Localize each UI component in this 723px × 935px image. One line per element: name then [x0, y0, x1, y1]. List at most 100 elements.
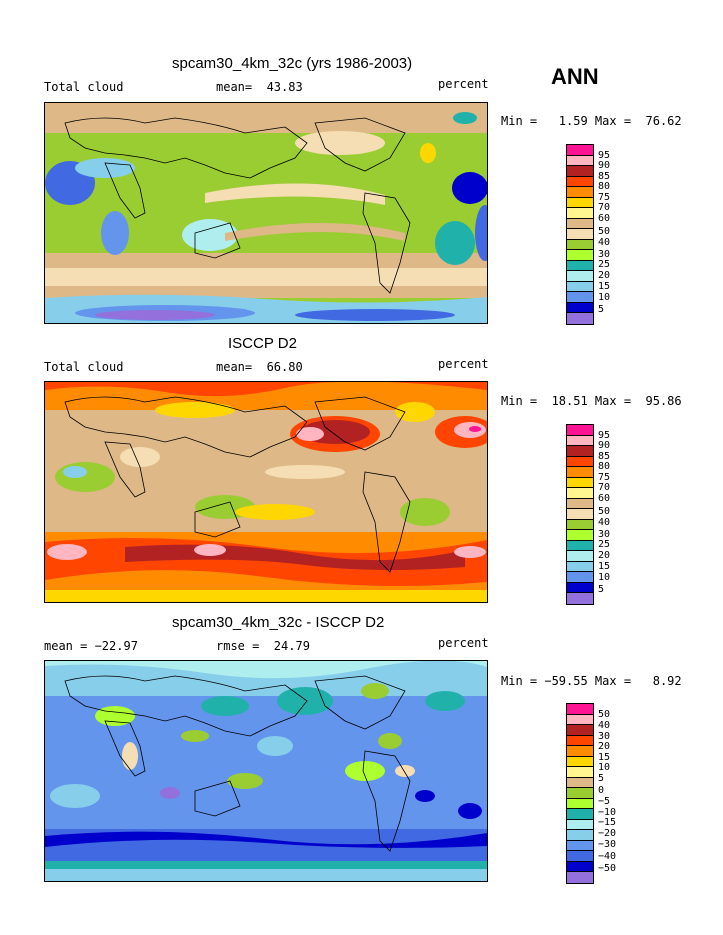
colorbar-label: 85	[598, 451, 611, 462]
colorbar-label: 50	[598, 709, 611, 720]
colorbar-swatch	[567, 166, 593, 177]
colorbar-swatch	[567, 292, 593, 303]
panel2-colorbar	[566, 424, 594, 605]
colorbar-swatch	[567, 302, 593, 313]
colorbar-label: 0	[598, 785, 605, 796]
panel3-rmse-label: rmse = 24.79	[216, 639, 310, 653]
colorbar-swatch	[567, 551, 593, 562]
panel1-map	[44, 102, 488, 324]
colorbar-swatch	[567, 756, 593, 767]
colorbar-swatch	[567, 777, 593, 788]
colorbar-swatch	[567, 861, 593, 872]
colorbar-label: −30	[598, 839, 617, 850]
colorbar-label: 40	[598, 720, 611, 731]
colorbar-label: 5	[598, 304, 605, 315]
colorbar-swatch	[567, 281, 593, 292]
colorbar-label: 90	[598, 160, 611, 171]
colorbar-label: 10	[598, 762, 611, 773]
colorbar-swatch	[567, 197, 593, 208]
colorbar-swatch	[567, 746, 593, 757]
colorbar-label: 25	[598, 539, 611, 550]
panel2-variable-label: Total cloud	[44, 360, 124, 374]
panel3-minmax: Min = −59.55 Max = 8.92	[501, 674, 682, 688]
colorbar-swatch	[567, 271, 593, 282]
colorbar-swatch	[567, 714, 593, 725]
colorbar-swatch	[567, 477, 593, 488]
panel1-colorbar	[566, 144, 594, 325]
colorbar-label: 20	[598, 270, 611, 281]
colorbar-label: 60	[598, 213, 611, 224]
colorbar-swatch	[567, 830, 593, 841]
colorbar-label: 30	[598, 731, 611, 742]
colorbar-label: 90	[598, 440, 611, 451]
colorbar-label: 60	[598, 493, 611, 504]
colorbar-label: −10	[598, 807, 617, 818]
panel2-mean-label: mean= 66.80	[216, 360, 303, 374]
colorbar-swatch	[567, 561, 593, 572]
colorbar-label: 15	[598, 561, 611, 572]
colorbar-label: 95	[598, 430, 611, 441]
season-label: ANN	[551, 64, 599, 89]
colorbar-swatch	[567, 425, 593, 436]
colorbar-label: 30	[598, 529, 611, 540]
colorbar-swatch	[567, 540, 593, 551]
colorbar-label: 70	[598, 202, 611, 213]
panel3-units-label: percent	[438, 636, 489, 650]
colorbar-label: 40	[598, 237, 611, 248]
colorbar-swatch	[567, 488, 593, 499]
colorbar-swatch	[567, 176, 593, 187]
colorbar-label: 70	[598, 482, 611, 493]
colorbar-swatch	[567, 187, 593, 198]
colorbar-swatch	[567, 767, 593, 778]
colorbar-label: 80	[598, 181, 611, 192]
colorbar-label: 75	[598, 192, 611, 203]
colorbar-swatch	[567, 239, 593, 250]
colorbar-swatch	[567, 313, 593, 324]
colorbar-swatch	[567, 208, 593, 219]
colorbar-label: 10	[598, 572, 611, 583]
colorbar-swatch	[567, 872, 593, 883]
colorbar-label: 30	[598, 249, 611, 260]
colorbar-swatch	[567, 725, 593, 736]
panel3-title: spcam30_4km_32c - ISCCP D2	[172, 614, 385, 631]
colorbar-swatch	[567, 155, 593, 166]
colorbar-swatch	[567, 435, 593, 446]
colorbar-label: −50	[598, 863, 617, 874]
panel1-variable-label: Total cloud	[44, 80, 124, 94]
colorbar-swatch	[567, 145, 593, 156]
colorbar-label: 5	[598, 584, 605, 595]
colorbar-label: 25	[598, 259, 611, 270]
colorbar-label: 15	[598, 281, 611, 292]
colorbar-label: 95	[598, 150, 611, 161]
colorbar-label: −40	[598, 851, 617, 862]
colorbar-swatch	[567, 809, 593, 820]
colorbar-label: 15	[598, 752, 611, 763]
colorbar-swatch	[567, 704, 593, 715]
colorbar-swatch	[567, 798, 593, 809]
panel1-mean-label: mean= 43.83	[216, 80, 303, 94]
colorbar-label: 80	[598, 461, 611, 472]
colorbar-label: 5	[598, 773, 605, 784]
panel2-title: ISCCP D2	[228, 335, 297, 352]
colorbar-label: 20	[598, 550, 611, 561]
colorbar-label: 20	[598, 741, 611, 752]
colorbar-label: −20	[598, 828, 617, 839]
colorbar-swatch	[567, 456, 593, 467]
colorbar-swatch	[567, 467, 593, 478]
colorbar-swatch	[567, 218, 593, 229]
colorbar-swatch	[567, 250, 593, 261]
colorbar-swatch	[567, 819, 593, 830]
colorbar-label: 10	[598, 292, 611, 303]
colorbar-label: 40	[598, 517, 611, 528]
colorbar-swatch	[567, 446, 593, 457]
colorbar-swatch	[567, 519, 593, 530]
panel2-units-label: percent	[438, 357, 489, 371]
colorbar-swatch	[567, 788, 593, 799]
colorbar-swatch	[567, 229, 593, 240]
panel3-mean-label: mean = −22.97	[44, 639, 138, 653]
colorbar-swatch	[567, 582, 593, 593]
colorbar-label: −5	[598, 796, 611, 807]
colorbar-swatch	[567, 593, 593, 604]
colorbar-label: 50	[598, 506, 611, 517]
panel1-units-label: percent	[438, 77, 489, 91]
